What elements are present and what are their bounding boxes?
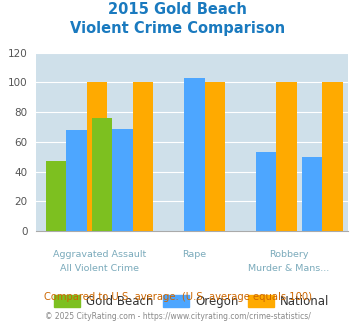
Bar xyxy=(92,118,112,231)
Text: 2015 Gold Beach: 2015 Gold Beach xyxy=(108,2,247,16)
Text: Violent Crime Comparison: Violent Crime Comparison xyxy=(70,21,285,36)
Text: Rape: Rape xyxy=(182,250,206,259)
Bar xyxy=(133,82,153,231)
Bar xyxy=(204,82,225,231)
Bar xyxy=(302,157,322,231)
Bar xyxy=(276,82,297,231)
Bar xyxy=(322,82,343,231)
Text: Compared to U.S. average. (U.S. average equals 100): Compared to U.S. average. (U.S. average … xyxy=(44,292,311,302)
Text: All Violent Crime: All Violent Crime xyxy=(60,264,139,273)
Bar xyxy=(46,161,66,231)
Text: Aggravated Assault: Aggravated Assault xyxy=(53,250,146,259)
Text: Murder & Mans...: Murder & Mans... xyxy=(248,264,330,273)
Bar xyxy=(66,130,87,231)
Bar xyxy=(112,128,133,231)
Bar xyxy=(87,82,107,231)
Text: © 2025 CityRating.com - https://www.cityrating.com/crime-statistics/: © 2025 CityRating.com - https://www.city… xyxy=(45,312,310,321)
Bar xyxy=(184,78,204,231)
Bar xyxy=(256,152,276,231)
Text: Robbery: Robbery xyxy=(269,250,309,259)
Legend: Gold Beach, Oregon, National: Gold Beach, Oregon, National xyxy=(50,290,334,313)
